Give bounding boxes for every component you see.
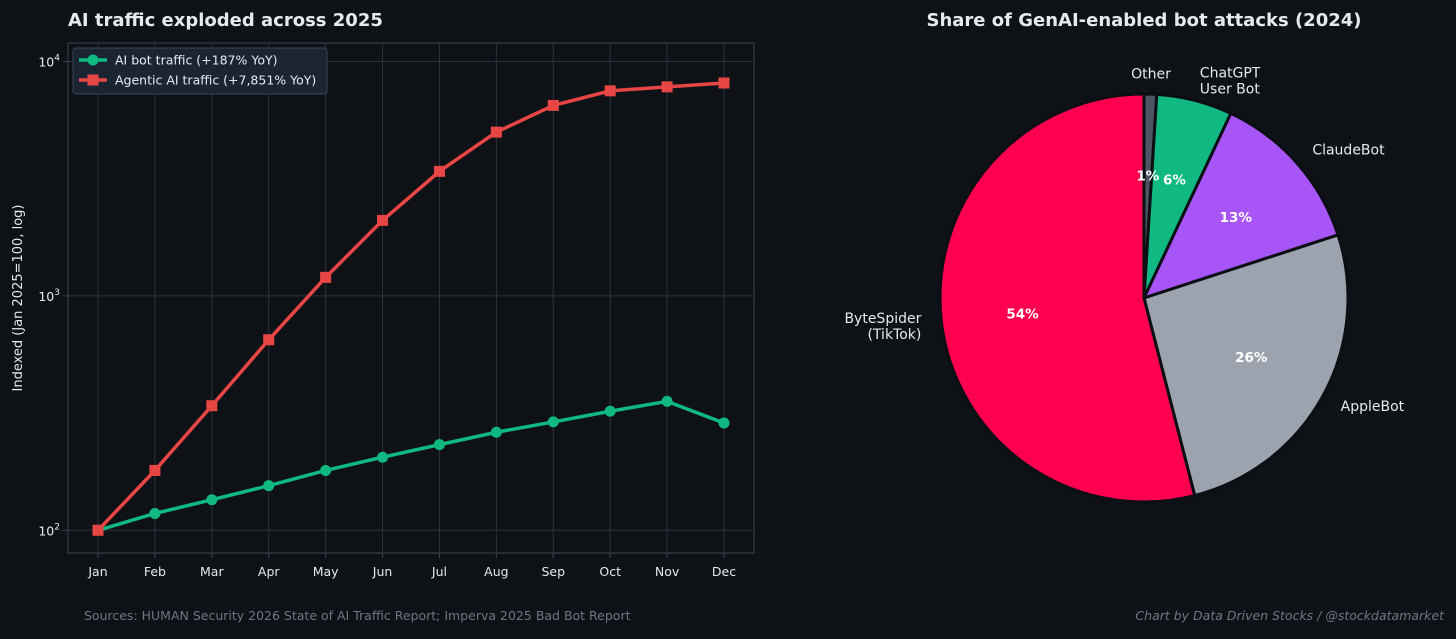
x-tick-label: Aug	[484, 564, 508, 579]
pie-percent-label: 26%	[1235, 350, 1268, 366]
data-point	[718, 417, 730, 429]
legend-label: AI bot traffic (+187% YoY)	[115, 53, 278, 68]
data-point	[547, 416, 559, 428]
data-point	[490, 126, 502, 138]
x-tick-label: Nov	[655, 564, 680, 579]
data-point	[206, 494, 218, 506]
pie-label-bytespider-tiktok: ByteSpider (TikTok)	[844, 311, 921, 343]
pie-percent-label: 54%	[1006, 306, 1039, 322]
data-point	[490, 426, 502, 438]
series-agentic-ai-traffic	[92, 77, 730, 536]
data-point	[433, 165, 445, 177]
x-gridlines	[97, 43, 725, 558]
series-line	[96, 81, 725, 532]
pie-slice-bytespider-tiktok	[938, 92, 1197, 504]
pie-percent-label: 6%	[1163, 172, 1186, 188]
data-point	[149, 507, 161, 519]
legend-marker	[87, 74, 99, 86]
legend-entries: AI bot traffic (+187% YoY) Agentic AI tra…	[79, 53, 316, 88]
data-point	[320, 271, 332, 283]
x-tick-label: Jan	[87, 564, 107, 579]
data-point	[92, 524, 104, 536]
data-point	[263, 334, 275, 346]
pie-slice-labels: Other ChatGPT User Bot ClaudeBot AppleBot Byt…	[844, 66, 1404, 415]
data-point	[661, 395, 673, 407]
data-point	[604, 85, 616, 97]
y-tick-label: 103	[38, 288, 60, 304]
sources-footnote: Sources: HUMAN Security 2026 State of AI…	[84, 608, 631, 623]
data-point	[377, 214, 389, 226]
x-tick-label: May	[313, 564, 339, 579]
pie-percent-label: 1%	[1136, 169, 1159, 185]
data-point	[718, 77, 730, 89]
pie-slice-claudebot	[1142, 111, 1340, 300]
legend-label: Agentic AI traffic (+7,851% YoY)	[115, 73, 316, 88]
series-ai-bot-traffic	[92, 395, 730, 536]
data-point	[206, 400, 218, 412]
y-gridlines	[63, 61, 754, 531]
pie-label-claudebot: ClaudeBot	[1312, 143, 1385, 159]
legend-marker	[87, 54, 99, 66]
pie-chart-title: Share of GenAI-enabled bot attacks (2024…	[926, 10, 1361, 31]
data-point	[149, 464, 161, 476]
data-point	[320, 464, 332, 476]
pie-slices	[938, 92, 1350, 504]
line-chart-title: AI traffic exploded across 2025	[68, 10, 383, 31]
y-axis-label: Indexed (Jan 2025=100, log)	[11, 205, 26, 392]
x-tick-label: Apr	[258, 564, 280, 579]
x-tick-label: Feb	[144, 564, 166, 579]
legend-box	[72, 47, 328, 95]
x-tick-label: Jun	[372, 564, 393, 579]
data-point	[377, 451, 389, 463]
data-point	[661, 81, 673, 93]
x-tick-label: Oct	[599, 564, 621, 579]
y-tick-labels: 102 103 104	[38, 54, 60, 539]
line-series	[92, 77, 730, 536]
series-line	[97, 399, 725, 532]
pie-percent-labels: 1% 6% 13% 26% 54%	[1006, 169, 1267, 366]
x-tick-labels: Jan Feb Mar Apr May Jun Jul Aug Sep Oct Nov Dec	[87, 564, 736, 579]
data-point	[433, 439, 445, 451]
data-point	[263, 480, 275, 492]
x-tick-label: Dec	[712, 564, 736, 579]
pie-label-other: Other	[1131, 67, 1171, 83]
line-plot-area	[67, 42, 755, 554]
data-point	[547, 99, 559, 111]
x-tick-label: Sep	[541, 564, 565, 579]
x-tick-label: Mar	[200, 564, 224, 579]
credit-footnote: Chart by Data Driven Stocks / @stockdata…	[1135, 608, 1445, 623]
legend: AI bot traffic (+187% YoY) Agentic AI tra…	[72, 47, 328, 95]
pie-percent-label: 13%	[1220, 210, 1253, 226]
y-tick-label: 102	[38, 522, 60, 538]
data-point	[604, 405, 616, 417]
y-tick-label: 104	[38, 54, 60, 70]
pie-label-applebot: AppleBot	[1341, 399, 1405, 415]
x-tick-label: Jul	[431, 564, 447, 579]
pie-slice-applebot	[1142, 233, 1350, 498]
pie-label-chatgpt-user-bot: ChatGPT User Bot	[1200, 66, 1261, 98]
